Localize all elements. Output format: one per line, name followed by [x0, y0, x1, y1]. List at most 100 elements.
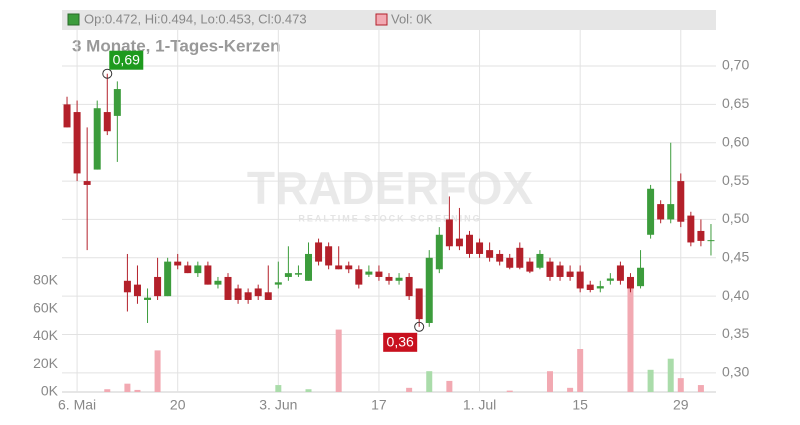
y2-tick-label: 0K	[41, 383, 59, 399]
volume-bar	[134, 389, 141, 392]
candle-body	[576, 271, 584, 289]
candle-body	[133, 284, 141, 297]
candle-body	[556, 265, 564, 277]
candle-body	[667, 204, 675, 220]
volume-bar	[124, 383, 131, 392]
candle-body	[687, 215, 695, 243]
candle-body	[144, 297, 152, 300]
candle-body	[375, 271, 383, 277]
candle-body	[596, 286, 604, 289]
candle-body	[355, 269, 363, 285]
x-tick-label: 1. Jul	[463, 397, 496, 413]
candle-body	[154, 276, 162, 297]
watermark-tagline: REALTIME STOCK SCREENING	[298, 213, 481, 223]
volume-swatch	[375, 13, 388, 26]
candle-body	[626, 276, 634, 289]
x-tick-label: 6. Mai	[58, 397, 96, 413]
volume-bar	[647, 369, 654, 392]
candle-body	[536, 253, 544, 268]
candle-body	[697, 230, 705, 241]
candle-body	[516, 247, 524, 268]
y2-tick-label: 40K	[33, 327, 59, 343]
candle-body	[254, 288, 262, 297]
candle-body	[606, 278, 614, 281]
candle-body	[325, 246, 333, 266]
volume-bar	[667, 358, 674, 392]
candle-body	[93, 108, 101, 170]
watermark-brand: TRADERFOX	[247, 162, 534, 214]
candle-body	[234, 288, 242, 300]
extreme-marker	[102, 68, 113, 79]
y-tick-label: 0,60	[722, 133, 749, 149]
volume-bar	[406, 387, 413, 392]
candle-body	[677, 181, 685, 222]
candle-body	[345, 265, 353, 270]
candle-body	[103, 112, 111, 132]
ohlc-readout: Op:0.472, Hi:0.494, Lo:0.453, Cl:0.473	[84, 11, 307, 26]
candle-body	[455, 238, 463, 247]
candle-body	[647, 188, 655, 235]
candle-body	[435, 234, 443, 270]
label-layer: 0,30 0,35 0,40 0,45 0,50 0,55 0,60 0,65 0,70 0K 20…	[33, 50, 749, 413]
candle-body	[405, 276, 413, 297]
candle-body	[305, 253, 313, 281]
candle-body	[385, 276, 393, 281]
x-tick-label: 29	[673, 397, 689, 413]
candle-body	[224, 276, 232, 300]
volume-bar	[567, 387, 574, 392]
y-tick-label: 0,70	[722, 57, 749, 73]
candle-body	[395, 277, 403, 281]
y-tick-label: 0,65	[722, 95, 749, 111]
volume-bar	[335, 329, 342, 392]
candle-body	[113, 89, 121, 116]
volume-bar	[677, 378, 684, 392]
volume-bar	[426, 371, 433, 392]
x-tick-label: 20	[170, 397, 186, 413]
candle-body	[63, 104, 71, 128]
x-tick-label: 17	[371, 397, 387, 413]
volume-readout: Vol: 0K	[391, 11, 433, 26]
volume-bar	[154, 350, 161, 392]
candle-body	[465, 234, 473, 254]
candle-body	[174, 261, 182, 266]
candle-body	[264, 292, 272, 300]
candle-body	[123, 280, 131, 293]
volume-bar	[506, 390, 513, 392]
candle-body	[616, 265, 624, 281]
extreme-label: 0,69	[113, 51, 140, 67]
candle-body	[294, 273, 302, 275]
candle-body	[425, 257, 433, 323]
volume-bar	[275, 385, 282, 392]
y-tick-label: 0,50	[722, 210, 749, 226]
candle-body	[214, 280, 222, 285]
header-bar	[62, 10, 716, 30]
candle-body	[284, 273, 292, 277]
candle-body	[526, 261, 534, 272]
x-tick-label: 3. Jun	[259, 397, 297, 413]
x-tick-label: 15	[572, 397, 588, 413]
ohlc-swatch	[67, 13, 80, 26]
extreme-label-box	[109, 50, 144, 70]
extreme-label-box	[383, 332, 418, 352]
candle-body	[335, 265, 343, 270]
volume-bar	[627, 283, 634, 392]
y-tick-label: 0,35	[722, 325, 749, 341]
y2-tick-label: 60K	[33, 299, 59, 315]
y-tick-label: 0,40	[722, 287, 749, 303]
candle-body	[365, 271, 373, 275]
volume-bar	[697, 385, 704, 392]
volume-bar	[305, 389, 312, 392]
volume-layer	[104, 283, 704, 392]
grid	[62, 30, 716, 393]
candle-body	[707, 240, 715, 242]
candle-body	[445, 219, 453, 247]
candle-body	[315, 242, 323, 262]
candle-body	[486, 250, 494, 258]
volume-bar	[577, 349, 584, 392]
candle-body	[274, 282, 282, 285]
candle-body	[506, 257, 514, 268]
candle-body	[415, 288, 423, 320]
candle-body	[657, 204, 665, 220]
candle-body	[83, 181, 91, 185]
